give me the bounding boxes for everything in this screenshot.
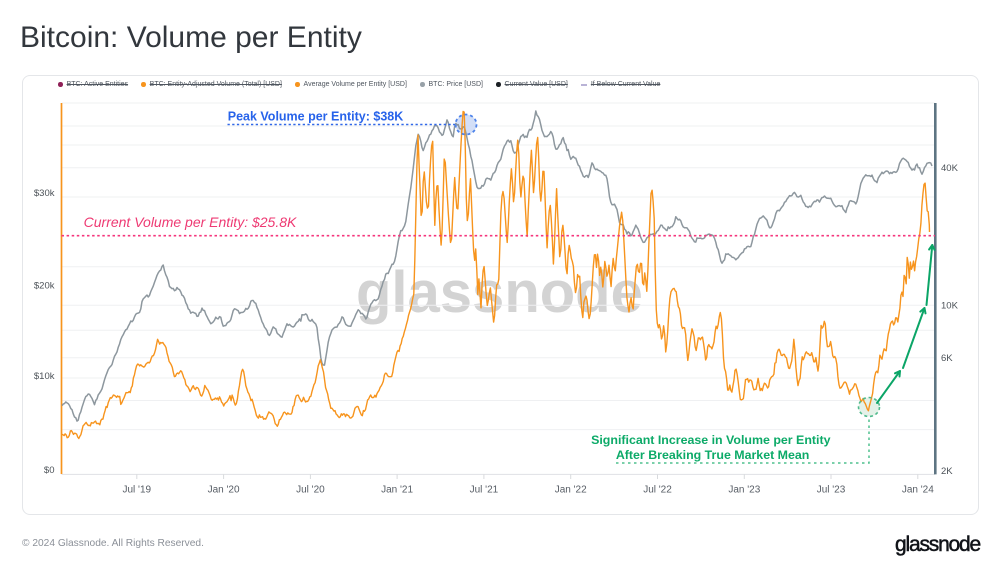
svg-text:Peak Volume per Entity: $38K: Peak Volume per Entity: $38K (228, 110, 404, 124)
svg-text:$0: $0 (44, 465, 55, 476)
svg-text:Jul '19: Jul '19 (123, 485, 152, 496)
svg-text:After Breaking True Market Mea: After Breaking True Market Mean (616, 448, 810, 462)
svg-text:$30k: $30k (34, 188, 55, 199)
svg-text:Significant Increase in Volume: Significant Increase in Volume per Entit… (591, 433, 830, 447)
svg-text:Jan '21: Jan '21 (381, 485, 413, 496)
svg-text:Current Volume per Entity: $25: Current Volume per Entity: $25.8K (84, 214, 297, 230)
svg-text:Jan '20: Jan '20 (208, 485, 240, 496)
svg-text:40K: 40K (941, 163, 959, 174)
svg-text:Jul '21: Jul '21 (470, 485, 499, 496)
svg-text:Jul '22: Jul '22 (643, 485, 672, 496)
svg-text:6K: 6K (941, 353, 953, 364)
svg-text:Jul '23: Jul '23 (817, 485, 846, 496)
svg-text:Jan '23: Jan '23 (728, 485, 760, 496)
svg-text:Jan '24: Jan '24 (902, 485, 934, 496)
svg-text:$20k: $20k (34, 281, 55, 292)
svg-text:10K: 10K (941, 301, 959, 312)
svg-text:$10k: $10k (34, 371, 55, 382)
svg-text:Jul '20: Jul '20 (296, 485, 325, 496)
svg-text:2K: 2K (941, 466, 953, 477)
svg-text:Jan '22: Jan '22 (555, 485, 587, 496)
